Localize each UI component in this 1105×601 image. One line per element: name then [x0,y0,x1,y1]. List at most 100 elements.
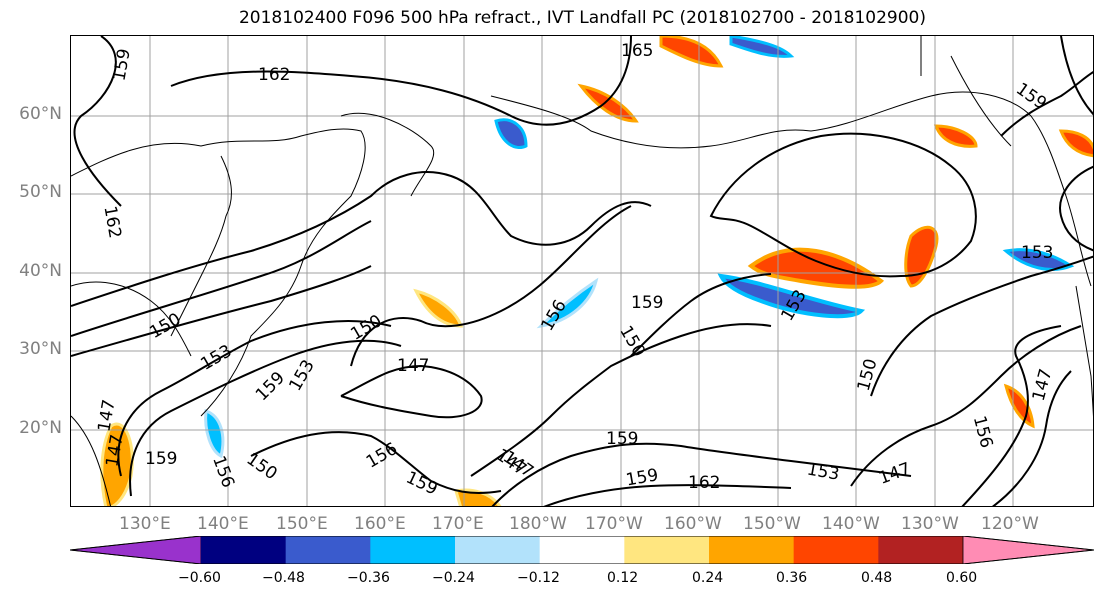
lon-label-140e: 140°E [197,514,249,534]
lon-label-160w: 160°W [664,514,722,534]
cold-patch [494,118,528,149]
contour-label: 153 [197,341,235,375]
colorbar-segment [201,536,287,564]
coastlines [71,36,1093,506]
contour-label: 159 [145,449,177,469]
lon-label-130w: 130°W [901,514,959,534]
contour-label: 156 [969,414,997,451]
cold-patch [729,36,795,58]
warm-patch [1058,129,1093,158]
colorbar-tick: 0.48 [861,570,893,586]
warm-patch [454,488,502,506]
cold-patch [717,273,866,319]
contour-line [73,36,122,207]
cold-patch [1002,248,1075,271]
colorbar-segment [709,536,795,564]
contour-line [340,364,483,419]
warm-patch [1003,383,1035,429]
colorbar-tick: −0.36 [347,570,390,586]
contour-line [543,484,792,506]
contour-line [71,265,372,357]
colorbar-segment [285,536,371,564]
graticule [71,36,1093,506]
shaded-anomalies [100,36,1093,506]
contour-label: 159 [631,293,663,313]
lon-label-150e: 150°E [276,514,328,534]
colorbar-segment [370,536,456,564]
contour-label: 159 [1012,79,1050,114]
contour-line [71,171,652,307]
lon-label-120w: 120°W [981,514,1039,534]
lat-label-20n: 20°N [19,418,62,438]
lon-label-160e: 160°E [354,514,406,534]
map-title: 2018102400 F096 500 hPa refract., IVT La… [238,8,926,28]
contour-line [870,255,1093,397]
contour-label: 150 [615,322,649,360]
contour-line [71,220,372,337]
lon-label-140w: 140°W [822,514,880,534]
cold-patch [536,277,599,329]
lat-label-30n: 30°N [19,339,62,359]
contour-line [250,431,502,494]
warm-patch [933,124,978,148]
contour-label: 162 [688,473,720,493]
contour-label: 156 [363,439,401,473]
contour-label: 159 [252,368,289,405]
contour-label: 159 [403,468,441,500]
contour-line [1000,71,1093,137]
contour-line [709,132,977,278]
colorbar-tick: 0.12 [607,570,639,586]
warm-patch [100,422,134,506]
warm-patch [904,225,939,288]
colorbar-segment [455,536,541,564]
contour-line [470,323,772,477]
contour-label: 150 [347,311,385,345]
warm-patch [577,83,639,123]
colorbar-extend-right [962,535,1095,565]
contour-label: 147 [397,356,429,376]
contour-line [170,36,632,126]
cold-patch [204,408,225,459]
colorbar-segment [624,536,710,564]
colorbar-tick: −0.12 [517,570,560,586]
contour-label: 165 [621,41,653,61]
colorbar-tick: −0.48 [262,570,305,586]
contour-label: 153 [805,459,840,484]
contour-line [850,325,1082,487]
lon-label-130e: 130°E [119,514,171,534]
contour-label: 159 [109,47,134,82]
contour-label: 150 [146,309,184,343]
lat-label-50n: 50°N [19,182,62,202]
contour-line [129,339,402,497]
contour-label: 147 [1029,367,1057,404]
map-panel: 165 162 159 162 150 153 159 153 147 150 … [70,35,1094,507]
colorbar-tick: −0.24 [432,570,475,586]
lon-label-170e: 170°E [432,514,484,534]
colorbar-tick: 0.36 [776,570,808,586]
lon-label-150w: 150°W [743,514,801,534]
colorbar [69,535,1095,565]
lon-label-180w: 180°W [509,514,567,534]
lat-label-40n: 40°N [19,261,62,281]
lon-label-170w: 170°W [585,514,643,534]
colorbar-tick: 0.60 [946,570,978,586]
contour-line [491,442,912,506]
contour-label: 150 [243,449,281,484]
contour-line [350,205,632,367]
contour-line [630,273,772,357]
contour-label: 156 [208,453,238,490]
contour-label: 150 [854,357,882,394]
warm-patch [659,36,724,68]
colorbar-extend-left [69,535,202,565]
warm-patch [413,288,464,328]
colorbar-tick: 0.24 [692,570,724,586]
contour-label: 153 [285,357,319,395]
lat-label-60n: 60°N [19,104,62,124]
contour-label: 147 [876,459,913,489]
colorbar-tick: −0.60 [178,570,221,586]
map-canvas: 165 162 159 162 150 153 159 153 147 150 … [71,36,1093,506]
colorbar-svg [69,535,1095,565]
warm-patch [747,247,885,289]
contour-line [117,320,392,477]
contour-line [991,370,1072,506]
